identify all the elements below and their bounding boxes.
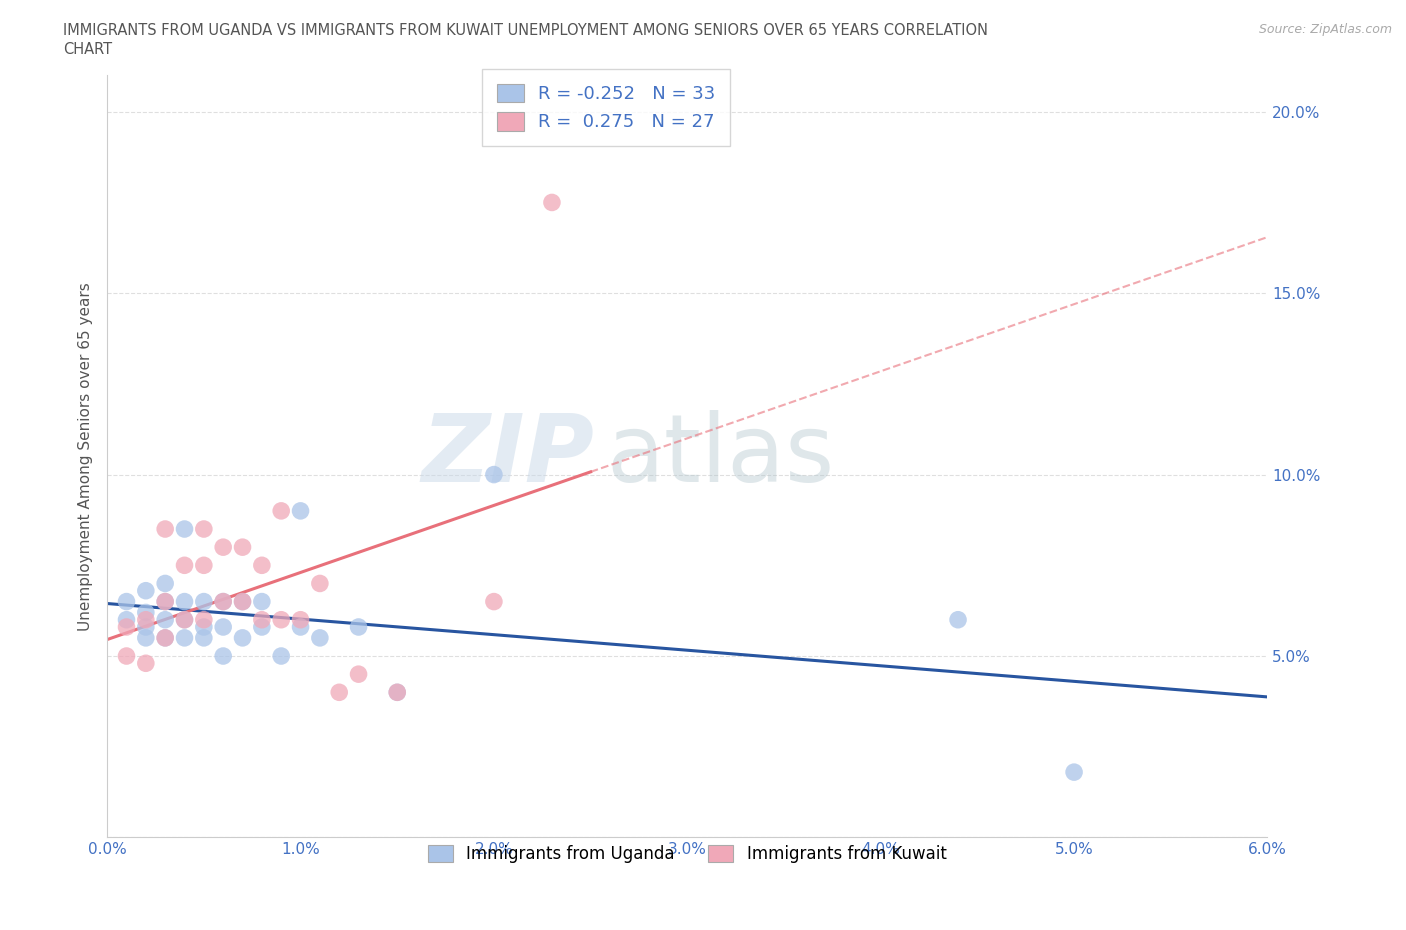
Point bbox=[212, 594, 235, 609]
Point bbox=[115, 612, 138, 627]
Point bbox=[541, 195, 564, 210]
Point bbox=[212, 619, 235, 634]
Point bbox=[135, 612, 157, 627]
Point bbox=[250, 558, 273, 573]
Point bbox=[115, 648, 138, 663]
Point bbox=[290, 612, 312, 627]
Point bbox=[270, 612, 292, 627]
Point bbox=[173, 612, 195, 627]
Point bbox=[173, 612, 195, 627]
Point bbox=[193, 619, 215, 634]
Point bbox=[153, 576, 176, 591]
Point bbox=[193, 522, 215, 537]
Text: ZIP: ZIP bbox=[422, 410, 595, 502]
Text: Source: ZipAtlas.com: Source: ZipAtlas.com bbox=[1258, 23, 1392, 36]
Point bbox=[250, 594, 273, 609]
Point bbox=[153, 612, 176, 627]
Point bbox=[135, 583, 157, 598]
Point bbox=[173, 594, 195, 609]
Point bbox=[347, 667, 370, 682]
Y-axis label: Unemployment Among Seniors over 65 years: Unemployment Among Seniors over 65 years bbox=[79, 282, 93, 631]
Text: IMMIGRANTS FROM UGANDA VS IMMIGRANTS FROM KUWAIT UNEMPLOYMENT AMONG SENIORS OVER: IMMIGRANTS FROM UGANDA VS IMMIGRANTS FRO… bbox=[63, 23, 988, 38]
Point bbox=[173, 522, 195, 537]
Point bbox=[290, 503, 312, 518]
Point bbox=[231, 539, 253, 554]
Point bbox=[231, 631, 253, 645]
Point bbox=[482, 594, 505, 609]
Point bbox=[135, 619, 157, 634]
Point bbox=[212, 648, 235, 663]
Point bbox=[250, 619, 273, 634]
Point bbox=[135, 656, 157, 671]
Point bbox=[290, 619, 312, 634]
Point bbox=[1063, 764, 1085, 779]
Point bbox=[135, 631, 157, 645]
Text: atlas: atlas bbox=[606, 410, 834, 502]
Point bbox=[231, 594, 253, 609]
Point bbox=[328, 684, 350, 699]
Point bbox=[250, 612, 273, 627]
Point bbox=[115, 619, 138, 634]
Point bbox=[347, 619, 370, 634]
Point bbox=[173, 558, 195, 573]
Text: CHART: CHART bbox=[63, 42, 112, 57]
Point bbox=[115, 594, 138, 609]
Point bbox=[270, 648, 292, 663]
Point bbox=[309, 631, 332, 645]
Point bbox=[135, 605, 157, 620]
Point bbox=[309, 576, 332, 591]
Point bbox=[387, 684, 409, 699]
Point bbox=[153, 631, 176, 645]
Point bbox=[193, 612, 215, 627]
Point bbox=[173, 631, 195, 645]
Point bbox=[946, 612, 969, 627]
Point bbox=[153, 631, 176, 645]
Point bbox=[212, 539, 235, 554]
Point bbox=[193, 558, 215, 573]
Point bbox=[193, 631, 215, 645]
Point bbox=[193, 594, 215, 609]
Point bbox=[153, 594, 176, 609]
Point bbox=[212, 594, 235, 609]
Point bbox=[231, 594, 253, 609]
Point bbox=[153, 522, 176, 537]
Point bbox=[482, 467, 505, 482]
Point bbox=[270, 503, 292, 518]
Point bbox=[153, 594, 176, 609]
Point bbox=[387, 684, 409, 699]
Legend: Immigrants from Uganda, Immigrants from Kuwait: Immigrants from Uganda, Immigrants from … bbox=[420, 836, 955, 871]
